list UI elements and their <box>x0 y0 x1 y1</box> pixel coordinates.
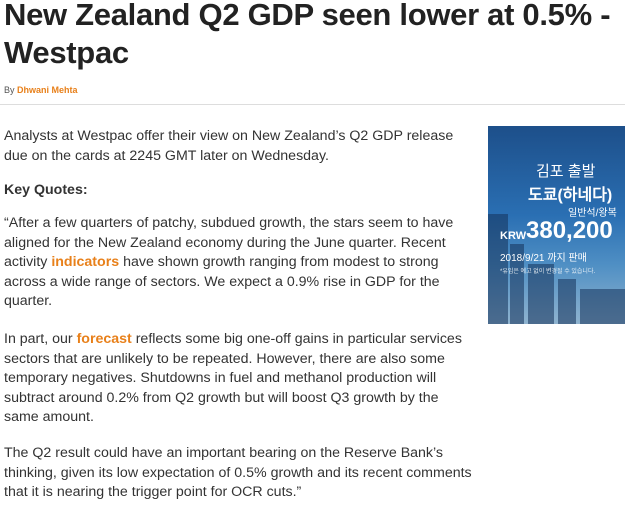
ad-graphic <box>488 214 508 324</box>
byline-prefix: By <box>4 85 15 95</box>
link[interactable]: indicators <box>51 254 120 271</box>
ad-fare-class: 일반석/왕복 <box>568 208 617 219</box>
text: have shown growth ranging from modest to… <box>4 254 440 310</box>
text: reflects some big one-off gains in parti… <box>4 331 462 426</box>
ad-destination: 도쿄(하네다) <box>528 187 613 204</box>
link[interactable]: forecast <box>76 331 132 347</box>
subheading: Key Quotes: <box>4 182 88 198</box>
ad-deadline: 2018/9/21 까지 판매 <box>500 253 587 264</box>
ad-origin: 김포 출발 <box>536 163 596 180</box>
ad-price: 380,200 <box>526 217 613 244</box>
ad-note: *유임은 예고 없이 변경될 수 있습니다. <box>500 269 596 275</box>
author[interactable]: Dhwani Mehta <box>17 85 78 95</box>
ad-graphic <box>510 244 524 324</box>
headline: New Zealand Q2 GDP seen lower at 0.5% - … <box>4 0 611 70</box>
divider <box>0 104 625 105</box>
paragraph: “After a few quarters of patchy, subdued… <box>4 214 474 312</box>
ad-graphic <box>528 264 554 324</box>
paragraph: In part, our forecast reflects some big … <box>4 330 474 428</box>
ad-currency: KRW <box>500 230 527 242</box>
advertisement[interactable]: 김포 출발 도쿄(하네다) 일반석/왕복 KRW 380,200 2018/9/… <box>488 126 625 324</box>
ad-graphic <box>580 289 625 324</box>
byline: By Dhwani Mehta <box>4 85 78 95</box>
ad-graphic <box>558 279 576 324</box>
paragraph: The Q2 result could have an important be… <box>4 445 472 501</box>
text: In part, our <box>4 331 77 347</box>
text: “After a few quarters of patchy, subdued… <box>4 215 454 271</box>
paragraph: Analysts at Westpac offer their view on … <box>4 128 454 164</box>
